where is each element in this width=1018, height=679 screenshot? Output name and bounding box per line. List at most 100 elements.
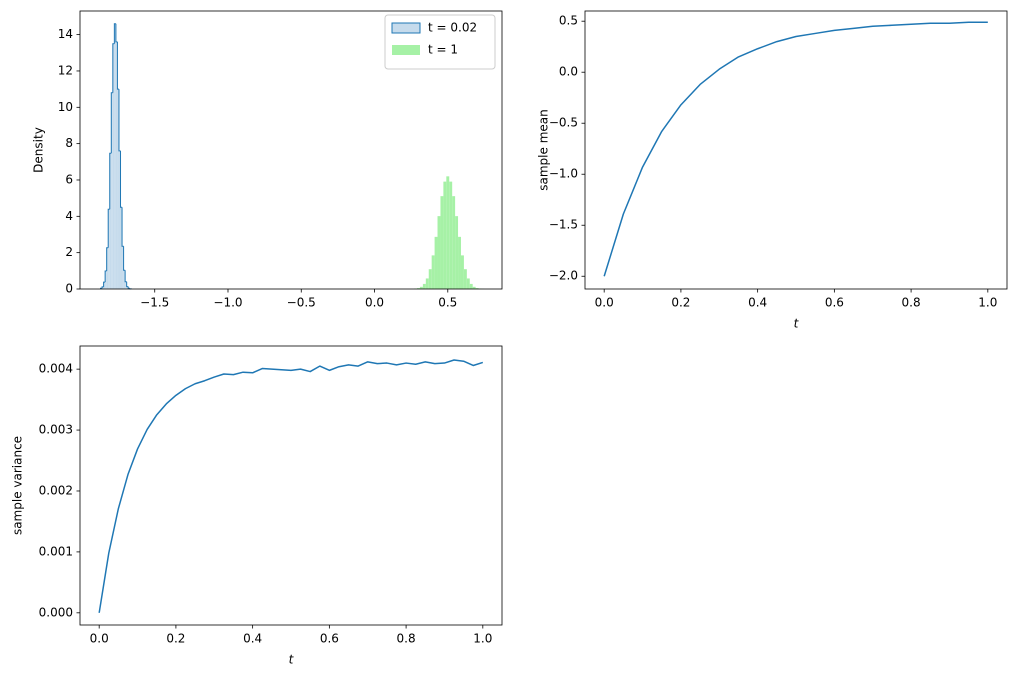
hist-edge [112,43,115,93]
hist-bar [417,288,420,289]
hist-bar [455,216,459,289]
y-tick-label: 12 [58,63,73,77]
hist-bar [123,270,126,289]
hist-edge [120,150,123,208]
hist-bar [105,271,107,289]
legend-swatch [391,22,421,34]
hist-bar [463,269,467,289]
y-tick-label: 4 [65,209,73,223]
x-tick-label: 0.2 [166,632,185,646]
hist-edge [104,270,107,283]
x-tick-label: 0.0 [365,296,384,310]
y-tick-label: 2 [65,245,73,259]
hist-bar [460,255,464,289]
x-tick-label: 0.6 [320,632,339,646]
x-tick-label: −1.5 [140,296,169,310]
y-tick-label: 0.5 [559,14,578,28]
hist-bar [440,196,444,289]
hist-bar [422,283,426,289]
hist-edge [124,270,127,283]
hist-edge [123,246,126,271]
hist-bar [437,216,441,289]
legend-swatch [392,45,420,55]
x-tick-label: 0.8 [397,632,416,646]
hist-bar [419,286,423,289]
hist-bar [114,23,116,289]
subplot: 0.0 0.2 0.4 0.6 0.8 1.0 −2.0 −1.5 −1.0 −0.5 0.0 0.5… [537,10,1008,331]
hist-bar [122,246,124,289]
line [603,21,988,277]
x-tick-label: 0.8 [902,296,921,310]
x-tick-label: 0.2 [671,296,690,310]
x-axis-label: t [794,317,800,331]
hist-bar [443,181,447,289]
y-tick-label: 6 [65,172,73,186]
y-tick-label: 10 [58,100,73,114]
hist-bar [126,286,129,289]
hist-edge [118,89,121,152]
line [98,359,484,613]
hist-bar [108,209,110,289]
hist-bar [446,176,450,289]
y-tick-label: 0.001 [39,544,73,558]
y-axis-label: sample mean [537,109,551,190]
hist-bar [103,282,106,289]
hist-bar [109,153,112,289]
hist-bar [120,207,123,289]
y-tick-label: −1.0 [549,167,578,181]
x-tick-label: 0.4 [243,632,262,646]
hist-edge [115,23,118,43]
hist-edge [110,92,113,154]
x-tick-label: 0.0 [90,632,109,646]
y-tick-label: 0.004 [39,362,73,376]
hist-edge [127,286,130,289]
legend-label: t = 0.02 [428,21,477,35]
hist-edge [121,207,124,247]
hist-bar [118,150,121,289]
x-tick-label: 1.0 [978,296,997,310]
axes-frame [79,10,503,290]
y-tick-label: 0.003 [39,423,73,437]
hist-bar [452,196,456,289]
x-tick-label: 0.5 [438,296,457,310]
hist-bar [428,269,432,289]
hist-edge [126,281,129,288]
subplot: −1.5 −1.0 −0.5 0.0 0.5 0 2 4 6 8 10 12 14 Density t = … [32,10,503,310]
hist-bar [117,89,119,289]
legend-label: t = 1 [428,43,458,57]
x-tick-label: 0.6 [825,296,844,310]
y-axis-label: Density [32,127,46,173]
x-tick-label: −0.5 [287,296,316,310]
hist-edge [101,286,104,289]
hist-edge [106,247,109,272]
hist-bar [425,278,429,289]
hist-bar [469,283,473,289]
hist-bar [102,286,104,289]
x-tick-label: 1.0 [473,632,492,646]
y-axis-label: sample variance [11,436,25,535]
hist-bar [431,255,435,289]
y-tick-label: 0.000 [39,605,73,619]
hist-bar [475,288,479,289]
y-tick-label: −0.5 [549,116,578,130]
axes-frame [79,345,503,626]
hist-bar [106,247,109,289]
hist-bar [112,43,115,289]
hist-bar [434,236,438,289]
y-tick-label: 8 [65,136,73,150]
y-tick-label: 0.0 [559,65,578,79]
hist-bar [125,281,127,289]
x-tick-label: 0.0 [595,296,614,310]
hist-edge [116,41,119,90]
hist-edge [109,152,112,210]
x-axis-label: t [289,653,295,667]
x-tick-label: 0.4 [748,296,767,310]
x-tick-label: −1.0 [213,296,242,310]
hist-bar [115,41,118,290]
hist-bar [449,181,453,289]
subplot: 0.0 0.2 0.4 0.6 0.8 1.0 0.000 0.001 0.002 0.003 0.… [11,345,503,667]
y-tick-label: −1.5 [549,218,578,232]
y-tick-label: −2.0 [549,269,578,283]
y-tick-label: 0 [65,282,73,296]
